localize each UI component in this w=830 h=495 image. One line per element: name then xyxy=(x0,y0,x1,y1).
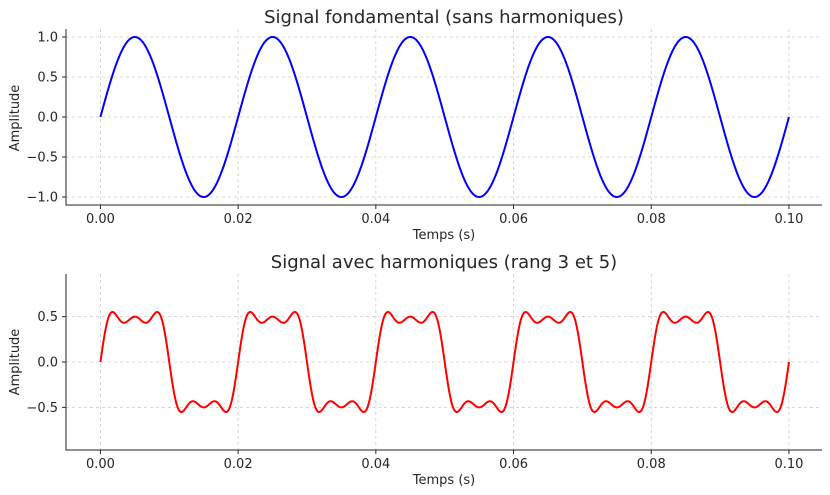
axes-frame xyxy=(65,274,822,451)
y-tick-label: 1.0 xyxy=(37,31,58,46)
x-tick-label: 0.04 xyxy=(361,457,390,472)
x-tick-label: 0.06 xyxy=(499,212,528,227)
x-tick-label: 0.10 xyxy=(774,212,803,227)
x-tick-label: 0.00 xyxy=(86,457,115,472)
x-tick-label: 0.08 xyxy=(637,457,666,472)
chart-title: Signal avec harmoniques (rang 3 et 5) xyxy=(271,252,617,273)
y-tick-label: 0.0 xyxy=(37,111,58,126)
y-tick-label: −0.5 xyxy=(26,401,58,416)
x-tick-label: 0.08 xyxy=(637,212,666,227)
fundamental-series-line xyxy=(99,35,790,199)
harmonics-signal-chart: Signal avec harmoniques (rang 3 et 5) 0.… xyxy=(8,252,822,488)
harmonics-series-line xyxy=(99,310,790,414)
x-tick-label: 0.02 xyxy=(224,457,253,472)
x-axis-label: Temps (s) xyxy=(412,473,475,488)
y-tick-label: −1.0 xyxy=(26,191,58,206)
y-axis-ticks: −0.5 0.0 0.5 xyxy=(26,310,66,416)
y-axis-label: Amplitude xyxy=(8,85,23,152)
y-tick-label: 0.5 xyxy=(37,310,58,325)
y-tick-label: 0.0 xyxy=(37,356,58,371)
chart-title: Signal fondamental (sans harmoniques) xyxy=(264,7,624,28)
x-axis-ticks: 0.00 0.02 0.04 0.06 0.08 0.10 xyxy=(86,450,803,472)
x-axis-label: Temps (s) xyxy=(412,228,475,243)
y-axis-ticks: −1.0 −0.5 0.0 0.5 1.0 xyxy=(26,31,66,206)
y-tick-label: −0.5 xyxy=(26,151,58,166)
x-tick-label: 0.10 xyxy=(774,457,803,472)
x-tick-label: 0.04 xyxy=(361,212,390,227)
x-tick-label: 0.00 xyxy=(86,212,115,227)
grid xyxy=(66,274,822,450)
y-axis-label: Amplitude xyxy=(8,329,23,396)
x-tick-label: 0.06 xyxy=(499,457,528,472)
fundamental-signal-chart: Signal fondamental (sans harmoniques) 0.… xyxy=(8,7,822,243)
x-tick-label: 0.02 xyxy=(224,212,253,227)
x-axis-ticks: 0.00 0.02 0.04 0.06 0.08 0.10 xyxy=(86,205,803,227)
axes-frame xyxy=(65,29,822,206)
y-tick-label: 0.5 xyxy=(37,71,58,86)
